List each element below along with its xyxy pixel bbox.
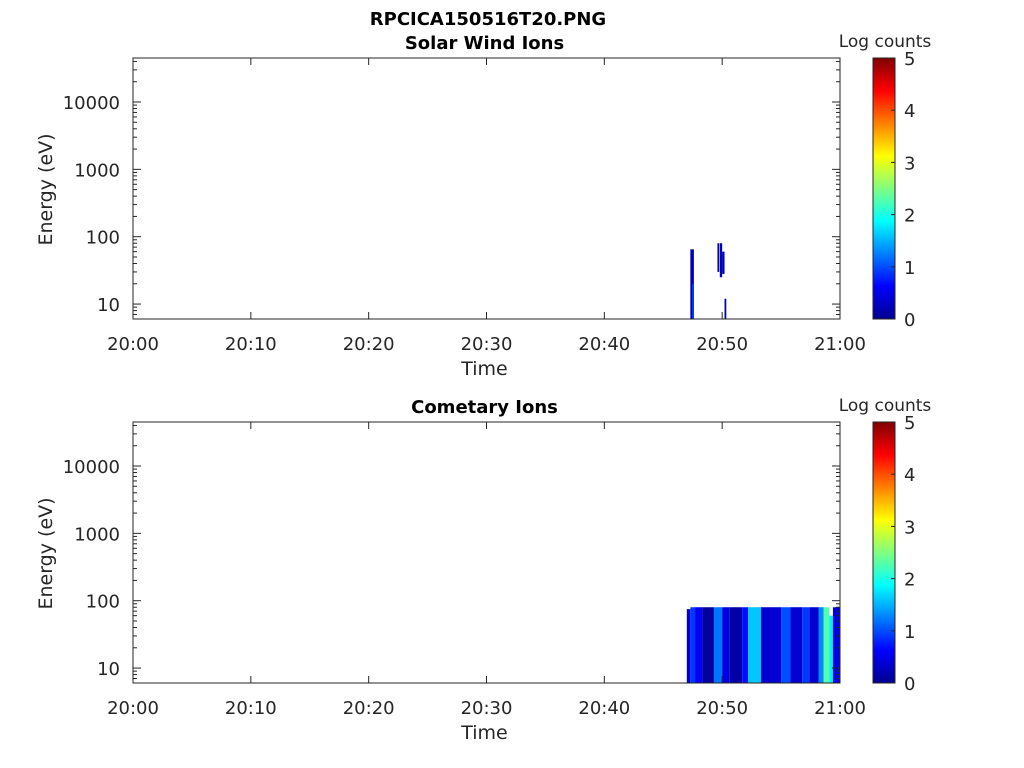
y-axis-label: Energy (eV) — [35, 497, 57, 609]
x-tick-label: 20:10 — [225, 698, 277, 719]
colorbar-tick-label: 2 — [904, 206, 915, 227]
x-tick-label: 20:10 — [225, 334, 277, 355]
y-tick-label: 10000 — [63, 93, 120, 114]
colorbar-tick-label: 5 — [904, 49, 915, 70]
figure-title: RPCICA150516T20.PNG — [370, 9, 606, 30]
heatmap-cell — [717, 243, 720, 272]
x-tick-label: 20:50 — [696, 698, 748, 719]
y-tick-label: 10 — [97, 659, 120, 680]
colorbar-tick-label: 4 — [904, 101, 915, 122]
heatmap-cell — [729, 607, 743, 683]
colorbar-tick-label: 3 — [904, 153, 915, 174]
colorbar — [872, 57, 896, 320]
colorbar-label: Log counts — [839, 396, 932, 416]
colorbar-label: Log counts — [839, 32, 932, 52]
heatmap-cell — [719, 243, 723, 278]
colorbar — [872, 421, 896, 684]
colorbar-tick-label: 3 — [904, 517, 915, 538]
heatmap-cell — [781, 607, 791, 683]
heatmap-cell — [724, 298, 727, 319]
x-tick-label: 20:30 — [461, 698, 513, 719]
y-tick-label: 1000 — [74, 160, 120, 181]
heatmap-cell — [695, 607, 703, 683]
x-tick-label: 20:40 — [578, 334, 630, 355]
colorbar-tick-label: 0 — [904, 674, 915, 695]
x-tick-label: 20:50 — [696, 334, 748, 355]
heatmap-cell — [690, 607, 696, 683]
heatmap-cell — [742, 607, 749, 683]
heatmap-cell — [823, 607, 830, 683]
heatmap-cell — [722, 607, 730, 683]
heatmap-cell — [832, 607, 840, 683]
y-tick-label: 1000 — [74, 524, 120, 545]
y-tick-label: 10000 — [63, 457, 120, 478]
x-tick-label: 20:40 — [578, 698, 630, 719]
x-tick-label: 20:00 — [107, 334, 159, 355]
x-tick-label: 20:30 — [461, 334, 513, 355]
y-axis-label: Energy (eV) — [35, 133, 57, 245]
panel-title: Cometary Ions — [411, 397, 558, 418]
heatmap-cell — [722, 251, 725, 274]
colorbar-tick-label: 2 — [904, 570, 915, 591]
panel-title: Solar Wind Ions — [405, 33, 564, 54]
x-axis-label: Time — [460, 722, 508, 744]
y-tick-label: 100 — [86, 592, 120, 613]
heatmap-cell — [818, 607, 824, 683]
heatmap-cell — [692, 283, 694, 319]
heatmap-cell — [713, 607, 723, 683]
x-axis-label: Time — [460, 358, 508, 380]
x-tick-label: 20:20 — [343, 698, 395, 719]
colorbar-tick-label: 0 — [904, 310, 915, 331]
heatmap-cell — [748, 607, 762, 683]
panel-solar-wind: Solar Wind Ions 20:00 20:10 20:20 20:30 20:40… — [35, 32, 931, 380]
heatmap-cell — [761, 607, 782, 683]
y-tick-label: 10 — [97, 295, 120, 316]
colorbar-tick-label: 1 — [904, 258, 915, 279]
colorbar-tick-label: 5 — [904, 413, 915, 434]
x-tick-label: 21:00 — [814, 334, 866, 355]
colorbar-tick-label: 1 — [904, 622, 915, 643]
heatmap-cell — [702, 607, 714, 683]
heatmap-cell — [809, 607, 819, 683]
y-tick-label: 100 — [86, 228, 120, 249]
heatmap-cell — [829, 615, 833, 683]
x-tick-label: 20:00 — [107, 698, 159, 719]
colorbar-tick-label: 4 — [904, 465, 915, 486]
x-tick-label: 20:20 — [343, 334, 395, 355]
axes-box — [132, 57, 841, 320]
heatmap-cell — [802, 607, 810, 683]
heatmap-cell — [686, 609, 691, 683]
x-tick-label: 21:00 — [814, 698, 866, 719]
heatmap-cell — [790, 607, 803, 683]
